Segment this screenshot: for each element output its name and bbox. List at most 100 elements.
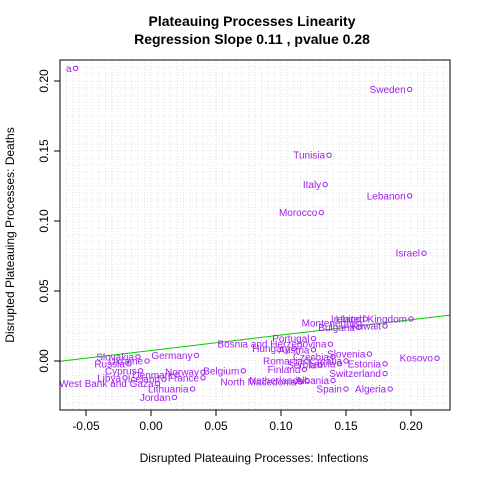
data-point <box>304 377 310 384</box>
regression-line <box>59 314 451 362</box>
data-point-label: a <box>66 64 72 75</box>
data-point <box>137 368 144 374</box>
data-point <box>291 345 297 352</box>
regression-layer <box>59 314 451 362</box>
data-point <box>161 376 167 382</box>
data-point-label: Estonia <box>348 359 382 370</box>
x-tick-label: 0.15 <box>334 419 358 433</box>
data-point <box>382 370 388 377</box>
y-tick-label: 0.05 <box>37 279 51 303</box>
data-point <box>193 352 200 359</box>
data-point-label: Montenegro <box>302 319 356 330</box>
x-tick-label: 0.10 <box>269 419 293 433</box>
data-point-label: Italy <box>303 180 321 191</box>
data-point-label: Finland <box>268 365 301 376</box>
data-point <box>301 366 308 373</box>
data-point-label: Slovakia <box>96 352 134 363</box>
data-point-label: Switzerland <box>329 369 381 380</box>
data-point <box>382 323 388 329</box>
data-point-label: Albania <box>296 376 330 387</box>
data-point <box>144 358 150 364</box>
data-point-label: Bulgaria <box>318 323 355 334</box>
data-point <box>200 375 206 381</box>
data-point-label: Kuwait <box>351 322 381 333</box>
data-point-label: Kosovo <box>400 354 434 365</box>
data-point <box>189 386 196 392</box>
x-tick-label: 0.05 <box>204 419 228 433</box>
data-point-label: Serbia <box>287 361 316 372</box>
data-point-label: Norway <box>165 368 199 379</box>
y-axis: 0.00 0.05 0.10 0.15 0.20 <box>37 69 60 373</box>
data-point <box>382 361 388 367</box>
data-point <box>171 394 178 401</box>
data-point <box>322 181 328 188</box>
data-point-label: Israel <box>396 249 420 260</box>
x-tick-label: 0.20 <box>399 419 423 433</box>
data-point-label: Denmark <box>132 371 174 382</box>
data-point <box>310 335 317 342</box>
data-point-label: France <box>168 373 200 384</box>
data-point <box>336 361 343 367</box>
y-tick-label: 0.20 <box>37 69 51 93</box>
data-point-label: Lebanon <box>367 191 406 202</box>
data-point-label: Austria <box>278 345 310 356</box>
data-point <box>154 380 161 387</box>
data-point-label: Romania <box>263 357 303 368</box>
data-point-label: Russia <box>94 359 125 370</box>
x-tick-label: -0.05 <box>72 419 100 433</box>
x-axis: -0.05 0.00 0.05 0.10 0.15 0.20 <box>72 410 423 433</box>
x-axis-label: Disrupted Plateauing Processes: Infectio… <box>140 451 369 465</box>
data-point-label: Slovenia <box>327 350 366 361</box>
y-tick-label: 0.15 <box>37 139 51 163</box>
data-point <box>330 354 336 360</box>
data-point <box>310 347 317 353</box>
data-point <box>326 152 332 158</box>
data-point-label: West Bank and Gaza <box>59 379 154 390</box>
data-point <box>240 368 247 374</box>
data-point-label: North Macedonia <box>220 378 297 389</box>
data-point-label: Lithuania <box>148 385 189 396</box>
data-point-label: Iceland <box>128 375 160 386</box>
plot-frame <box>59 59 451 411</box>
chart-title: Plateauing Processes Linearity <box>149 13 356 29</box>
data-point-label: Morocco <box>279 208 318 219</box>
data-point <box>434 355 440 361</box>
data-point <box>387 386 393 392</box>
data-point <box>343 358 349 364</box>
data-point-label: Portugal <box>272 334 309 345</box>
data-point-label: Spain <box>316 385 342 396</box>
data-point-label: Czechia <box>293 352 330 363</box>
data-point <box>122 375 128 381</box>
data-point <box>304 358 310 364</box>
data-point <box>200 369 206 375</box>
data-point <box>318 209 324 216</box>
data-point <box>408 316 414 322</box>
data-point <box>356 324 362 331</box>
data-point-label: Algeria <box>355 385 387 396</box>
data-point <box>317 362 323 368</box>
data-point <box>362 316 369 322</box>
y-tick-label: 0.10 <box>37 209 51 233</box>
data-point <box>421 250 427 256</box>
data-point-label: Hungary <box>252 344 290 355</box>
data-point-label: Bosnia and Herzegovina <box>217 340 326 351</box>
data-point <box>126 361 132 367</box>
data-point-label: Germany <box>151 351 192 362</box>
points-layer: a Sweden Tunisia Italy Lebanon Morocco Israel I… <box>59 64 440 404</box>
data-point <box>174 372 180 378</box>
data-point-label: Croatia <box>310 357 343 368</box>
chart-subtitle: Regression Slope 0.11 , pvalue 0.28 <box>134 31 370 47</box>
data-point <box>297 379 304 385</box>
data-point-label: Cyprus <box>105 366 137 377</box>
data-point <box>330 377 336 384</box>
data-point-label: Jordan <box>140 393 171 404</box>
x-tick-label: 0.00 <box>139 419 163 433</box>
data-point-label: Ukraine <box>109 357 144 368</box>
data-point-label: Tunisia <box>293 151 325 162</box>
data-point <box>72 65 79 72</box>
data-point <box>135 354 141 360</box>
data-point <box>407 193 413 199</box>
data-point-label: Sweden <box>370 85 406 96</box>
data-point <box>366 351 373 357</box>
